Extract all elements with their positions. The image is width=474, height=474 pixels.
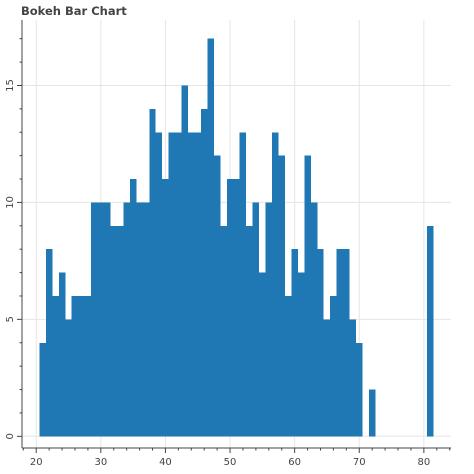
bar [259, 272, 266, 437]
x-tick-label: 50 [224, 457, 237, 468]
bar [116, 225, 124, 437]
bar [91, 202, 98, 437]
bar [136, 202, 143, 437]
bar [123, 202, 130, 437]
bar [272, 132, 279, 437]
bar [168, 132, 176, 437]
bar [104, 202, 111, 437]
bar [110, 225, 117, 437]
x-tick-label: 30 [94, 457, 107, 468]
bar [97, 202, 105, 437]
bar [336, 249, 344, 437]
bar [252, 202, 260, 437]
tick-labels: 20 30 40 50 60 70 80 0 5 10 15 [5, 79, 430, 468]
bar [129, 179, 137, 437]
y-tick-label: 15 [5, 79, 16, 92]
bar [284, 295, 292, 437]
x-tick-label: 20 [30, 457, 43, 468]
bar [427, 225, 434, 437]
bar [188, 132, 195, 437]
bar [317, 249, 324, 437]
y-tick-label: 0 [5, 433, 16, 439]
bar [330, 295, 337, 437]
bar [310, 202, 318, 437]
axes-layer [17, 20, 451, 453]
bar [45, 249, 53, 437]
bar [162, 179, 169, 437]
bar [84, 295, 92, 437]
bar [71, 295, 79, 437]
y-tick-label: 10 [5, 196, 16, 209]
bar [233, 179, 240, 437]
bars-layer [39, 38, 434, 437]
bar [78, 295, 85, 437]
bar [356, 342, 363, 437]
bar [246, 225, 253, 437]
x-tick-label: 40 [159, 457, 172, 468]
bar [323, 319, 331, 437]
bar [149, 108, 156, 437]
x-tick-label: 80 [417, 457, 430, 468]
bar [181, 85, 189, 437]
bar [368, 389, 376, 437]
bar [65, 319, 72, 437]
bar [207, 38, 214, 437]
bar [58, 272, 66, 437]
bar [226, 179, 234, 437]
bar [343, 249, 350, 437]
bar [297, 272, 305, 437]
x-tick-label: 60 [288, 457, 301, 468]
bar [304, 155, 311, 437]
bar [175, 132, 182, 437]
bar [278, 155, 285, 437]
bar [142, 202, 150, 437]
chart-title: Bokeh Bar Chart [21, 4, 127, 18]
bar [155, 132, 163, 437]
bar [52, 295, 59, 437]
x-tick-label: 70 [353, 457, 366, 468]
bar [239, 132, 247, 437]
bar [39, 342, 46, 437]
bar [291, 249, 298, 437]
bar [200, 108, 208, 437]
y-tick-label: 5 [5, 316, 16, 322]
bar [220, 225, 227, 437]
bar [194, 132, 201, 437]
bar [265, 202, 273, 437]
bar [349, 319, 357, 437]
bar [213, 155, 221, 437]
